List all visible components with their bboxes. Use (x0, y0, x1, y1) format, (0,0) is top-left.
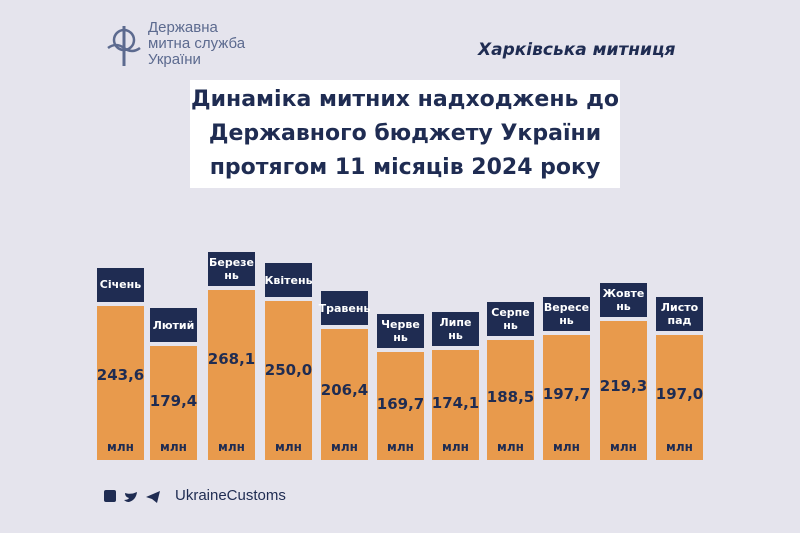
month-label: Лютий (150, 308, 197, 343)
bar (656, 335, 703, 460)
unit-label: млн (497, 440, 524, 454)
month-label: Липе нь (432, 311, 479, 346)
month-label: Січень (97, 267, 144, 302)
bar (543, 334, 590, 460)
bar (208, 290, 255, 460)
bar (600, 320, 647, 460)
bar (150, 346, 197, 460)
month-label: Черве нь (377, 314, 424, 349)
logo-icon (107, 26, 141, 66)
month-label: Листо пад (656, 297, 703, 332)
office-name: Харківська митниця (478, 40, 676, 60)
value-label: 188,5 (486, 388, 535, 407)
month-label: Серпе нь (487, 302, 534, 337)
bar (97, 305, 144, 460)
unit-label: млн (107, 440, 134, 454)
unit-label: млн (331, 440, 358, 454)
unit-label: млн (218, 440, 245, 454)
social-icons[interactable] (103, 489, 163, 505)
value-label: 197,7 (542, 384, 591, 403)
value-label: 250,0 (264, 361, 313, 380)
unit-label: млн (387, 440, 414, 454)
unit-label: млн (666, 440, 693, 454)
month-label: Березе нь (208, 252, 255, 286)
unit-label: млн (160, 440, 187, 454)
unit-label: млн (275, 440, 302, 454)
value-label: 219,3 (599, 376, 648, 395)
bar (377, 352, 424, 460)
value-label: 268,1 (207, 350, 256, 368)
bar (321, 329, 368, 460)
value-label: 197,0 (655, 385, 704, 404)
unit-label: млн (442, 440, 469, 454)
bar (432, 349, 479, 460)
social-handle[interactable]: UkraineCustoms (175, 487, 286, 504)
unit-label: млн (553, 440, 580, 454)
month-label: Жовте нь (600, 282, 647, 317)
value-label: 169,7 (376, 395, 425, 414)
chart-title: Динаміка митних надходжень до Державного… (191, 87, 619, 180)
bar (265, 301, 312, 460)
value-label: 206,4 (320, 381, 369, 400)
logo-text: Державна митна служба України (148, 19, 246, 68)
month-label: Вересе нь (543, 296, 590, 331)
value-label: 174,1 (431, 393, 480, 412)
value-label: 179,4 (149, 391, 198, 410)
unit-label: млн (610, 440, 637, 454)
month-label: Квітень (264, 263, 313, 298)
month-label: Травень (319, 291, 370, 326)
title-box: Динаміка митних надходжень до Державного… (190, 80, 620, 188)
bar (487, 340, 534, 460)
value-label: 243,6 (96, 365, 145, 384)
